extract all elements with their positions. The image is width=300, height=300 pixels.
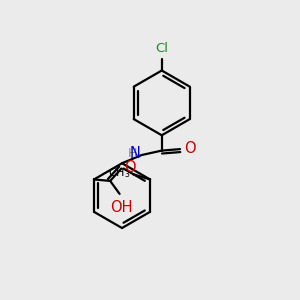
Text: OH: OH xyxy=(110,200,132,215)
Text: CH$_3$: CH$_3$ xyxy=(108,166,130,180)
Text: N: N xyxy=(130,146,141,161)
Text: H: H xyxy=(128,147,137,160)
Text: O: O xyxy=(124,160,135,175)
Text: O: O xyxy=(184,141,196,156)
Text: Cl: Cl xyxy=(155,42,168,55)
